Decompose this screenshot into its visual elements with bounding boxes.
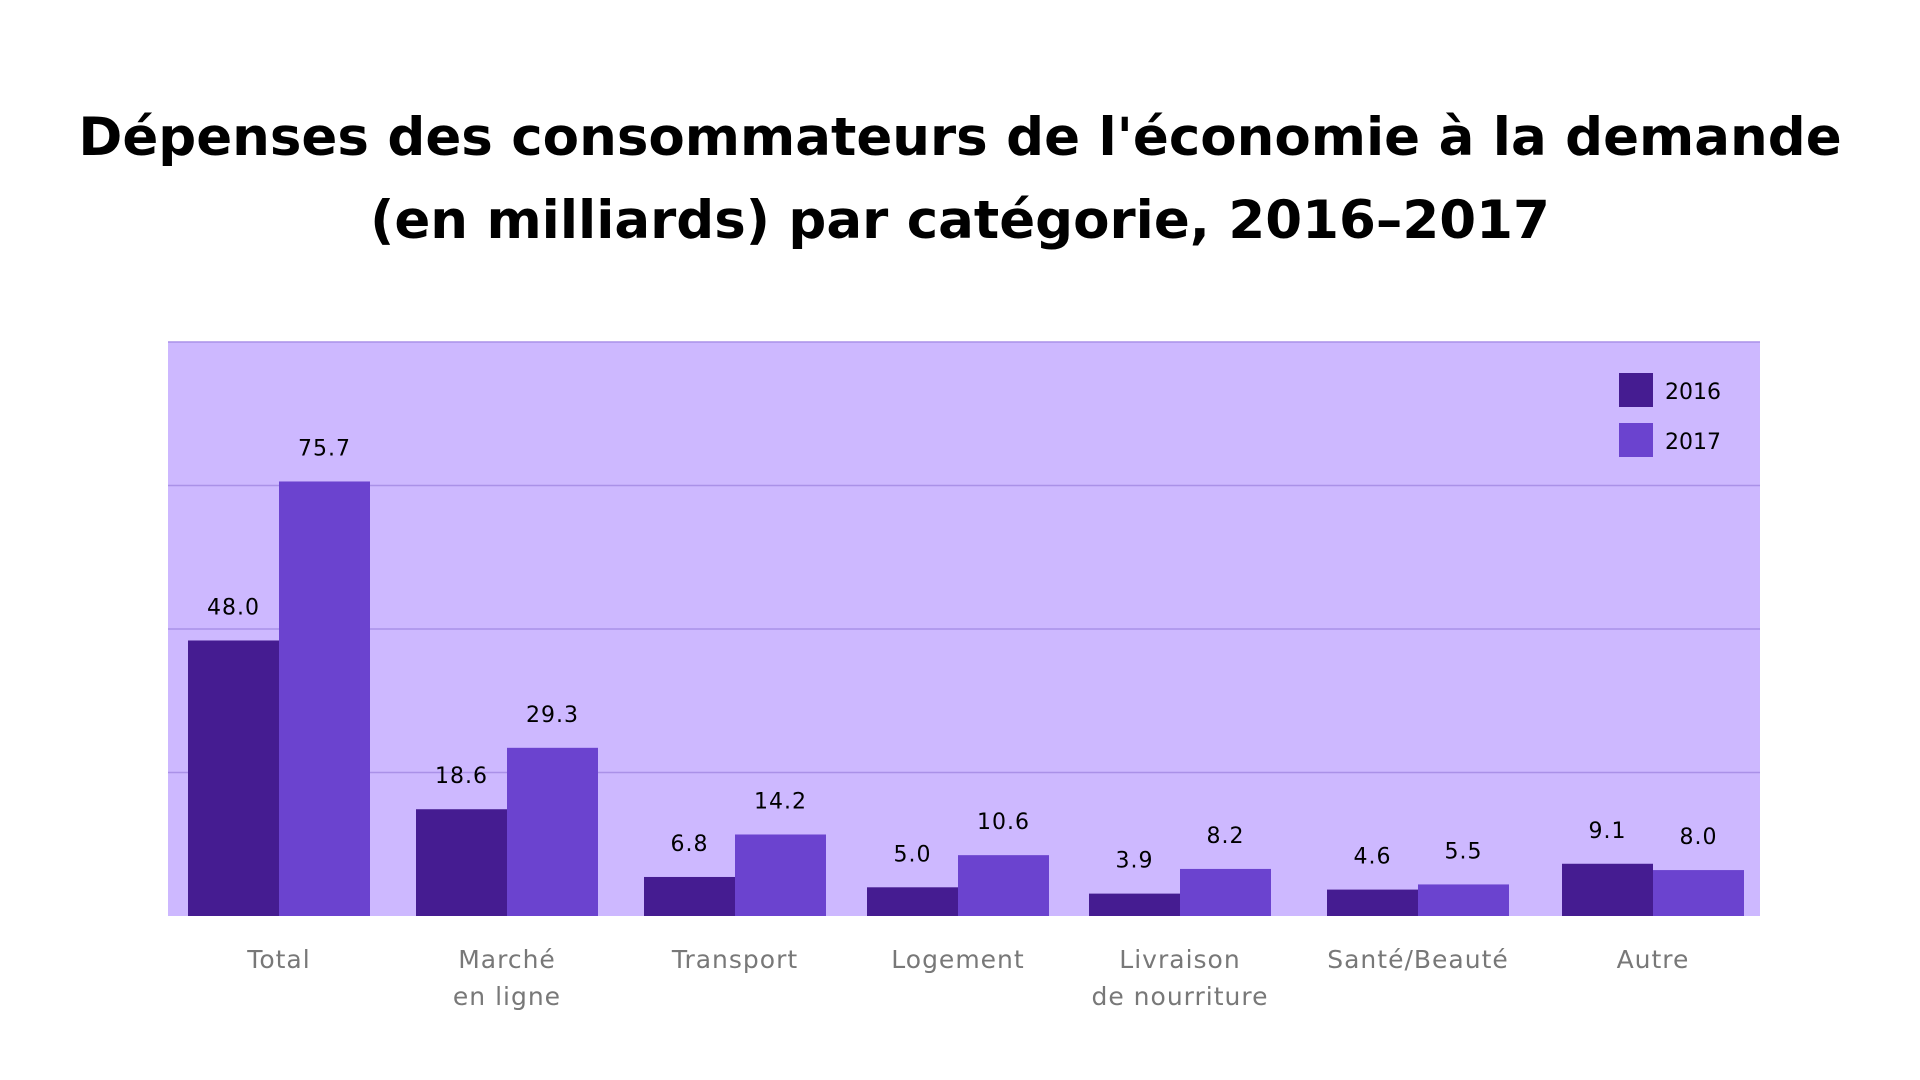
bar-2016-5 <box>1327 889 1418 916</box>
bar-2017-5 <box>1418 884 1509 916</box>
data-label-2016-1: 18.6 <box>435 764 488 789</box>
x-tick-label-1-1: en ligne <box>453 982 561 1011</box>
data-label-2017-0: 75.7 <box>298 436 351 461</box>
data-label-2017-6: 8.0 <box>1680 825 1718 850</box>
data-label-2016-6: 9.1 <box>1589 819 1627 844</box>
data-label-2016-0: 48.0 <box>207 595 260 620</box>
bar-2016-3 <box>867 887 958 916</box>
data-label-2016-5: 4.6 <box>1354 845 1392 870</box>
legend-swatch-2016 <box>1619 373 1653 407</box>
bars <box>188 481 1744 916</box>
legend-swatch-2017 <box>1619 423 1653 457</box>
data-label-2016-2: 6.8 <box>671 832 709 857</box>
bar-2017-3 <box>958 855 1049 916</box>
x-tick-label-1-0: Marché <box>458 945 556 974</box>
legend-label-2016: 2016 <box>1665 380 1721 405</box>
x-tick-label-4-1: de nourriture <box>1091 982 1268 1011</box>
x-axis-ticks: Total Marché en ligne Transport Logement Livr… <box>246 945 1690 1011</box>
bar-2017-0 <box>279 481 370 916</box>
data-label-2017-2: 14.2 <box>754 789 807 814</box>
x-tick-label-0-0: Total <box>246 945 310 974</box>
bar-2016-1 <box>416 809 507 916</box>
chart-title-line-2: (en milliards) par catégorie, 2016–2017 <box>370 190 1550 251</box>
gridlines <box>168 341 1760 774</box>
bar-2017-2 <box>735 834 826 916</box>
chart-title-line-1: Dépenses des consommateurs de l'économie… <box>78 107 1842 168</box>
x-tick-label-6-0: Autre <box>1617 945 1690 974</box>
bar-2016-4 <box>1089 893 1180 916</box>
chart-title: Dépenses des consommateurs de l'économie… <box>0 96 1920 262</box>
legend: 2016 2017 <box>1619 373 1721 457</box>
data-label-2016-3: 5.0 <box>894 842 932 867</box>
bar-2017-4 <box>1180 868 1271 916</box>
x-tick-label-3-0: Logement <box>891 945 1024 974</box>
bar-2017-1 <box>507 747 598 916</box>
x-tick-label-4-0: Livraison <box>1119 945 1240 974</box>
data-label-2017-5: 5.5 <box>1445 839 1483 864</box>
bar-2016-2 <box>644 876 735 916</box>
x-tick-label-5-0: Santé/Beauté <box>1327 945 1509 974</box>
data-labels: 48.0 18.6 6.8 5.0 3.9 4.6 9.1 75.7 29.3 14.2 10.6 8… <box>207 436 1718 874</box>
x-tick-label-2-0: Transport <box>671 945 798 974</box>
bar-2017-6 <box>1653 870 1744 916</box>
data-label-2016-4: 3.9 <box>1116 849 1154 874</box>
data-label-2017-3: 10.6 <box>977 810 1030 835</box>
data-label-2017-1: 29.3 <box>526 703 579 728</box>
bar-2016-6 <box>1562 863 1653 916</box>
data-label-2017-4: 8.2 <box>1207 824 1245 849</box>
bar-2016-0 <box>188 640 279 916</box>
legend-label-2017: 2017 <box>1665 430 1721 455</box>
